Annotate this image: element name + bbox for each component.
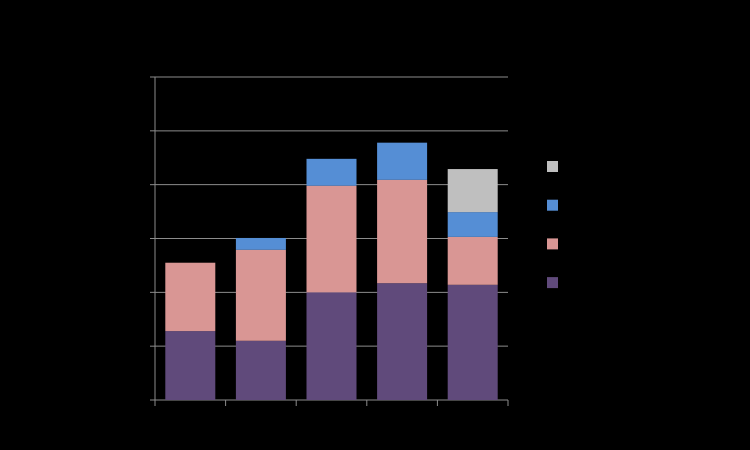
bar-segment bbox=[165, 262, 216, 332]
legend-swatch bbox=[547, 238, 558, 250]
bar-segment bbox=[377, 142, 428, 180]
bar-segment bbox=[447, 212, 498, 237]
bar-segment bbox=[235, 249, 286, 341]
bar-segment bbox=[165, 331, 216, 400]
bar-segment bbox=[235, 237, 286, 250]
bar-segment bbox=[377, 283, 428, 400]
legend-swatch bbox=[547, 161, 558, 172]
bar-segment bbox=[447, 236, 498, 285]
bar-segment bbox=[306, 185, 357, 293]
bar-segment bbox=[306, 292, 357, 400]
legend-swatch bbox=[547, 199, 558, 211]
bar-segment bbox=[377, 179, 428, 284]
bar-segment bbox=[447, 169, 498, 213]
bar-segment bbox=[235, 340, 286, 400]
bar-segment bbox=[306, 158, 357, 186]
bar-segment bbox=[447, 284, 498, 400]
legend-swatch bbox=[547, 277, 558, 289]
